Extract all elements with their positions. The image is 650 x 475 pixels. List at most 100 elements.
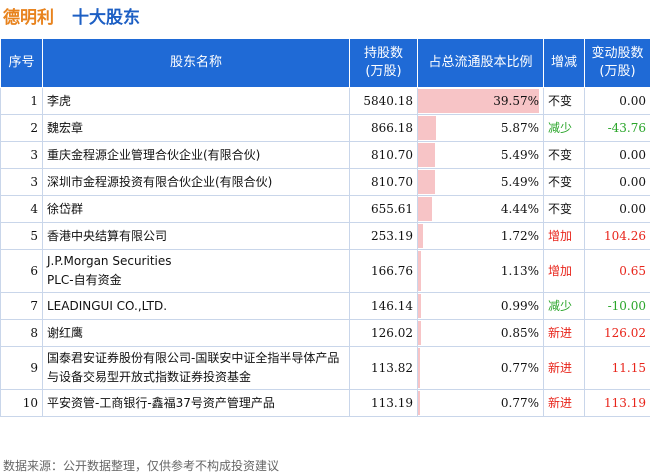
table-row: 3 深圳市金程源投资有限合伙企业(有限合伙) 810.70 5.49% 不变 0.00 (0, 168, 650, 196)
row-change: -43.76 (584, 114, 650, 142)
row-ratio: 1.13% (417, 249, 544, 293)
ratio-value: 39.57% (493, 93, 539, 108)
row-holder-name: LEADINGUI CO.,LTD. (42, 292, 350, 320)
table-row: 1 李虎 5840.18 39.57% 不变 0.00 (0, 87, 650, 115)
row-status: 新进 (543, 346, 585, 390)
row-holder-name: 重庆金程源企业管理合伙企业(有限合伙) (42, 141, 350, 169)
row-rank: 9 (0, 346, 43, 390)
row-ratio: 4.44% (417, 195, 544, 223)
row-change: 0.65 (584, 249, 650, 293)
row-shares: 866.18 (349, 114, 418, 142)
row-shares: 146.14 (349, 292, 418, 320)
ratio-bar (418, 321, 421, 345)
row-rank: 6 (0, 249, 43, 293)
status-badge: 新进 (548, 395, 573, 410)
row-status: 新进 (543, 389, 585, 417)
change-value: 0.00 (619, 201, 646, 216)
header-status: 增减 (543, 38, 585, 88)
status-badge: 不变 (548, 147, 573, 162)
row-shares: 253.19 (349, 222, 418, 250)
status-badge: 增加 (548, 228, 573, 243)
row-holder-name: 深圳市金程源投资有限合伙企业(有限合伙) (42, 168, 350, 196)
status-badge: 不变 (548, 201, 573, 216)
row-rank: 7 (0, 292, 43, 320)
ratio-value: 5.49% (500, 174, 539, 189)
ratio-bar (418, 197, 432, 221)
row-ratio: 1.72% (417, 222, 544, 250)
row-ratio: 0.77% (417, 346, 544, 390)
row-holder-name: 香港中央结算有限公司 (42, 222, 350, 250)
header-ratio: 占总流通股本比例 (417, 38, 544, 88)
row-shares: 126.02 (349, 319, 418, 347)
ratio-value: 0.77% (500, 360, 539, 375)
row-status: 不变 (543, 141, 585, 169)
ratio-bar (418, 294, 422, 318)
ratio-bar (418, 348, 421, 388)
row-change: 126.02 (584, 319, 650, 347)
table-row: 4 徐岱群 655.61 4.44% 不变 0.00 (0, 195, 650, 223)
table-row: 2 魏宏章 866.18 5.87% 减少 -43.76 (0, 114, 650, 142)
status-badge: 减少 (548, 120, 573, 135)
row-shares: 810.70 (349, 168, 418, 196)
row-ratio: 39.57% (417, 87, 544, 115)
table-row: 8 谢红鹰 126.02 0.85% 新进 126.02 (0, 319, 650, 347)
row-holder-name: 李虎 (42, 87, 350, 115)
row-rank: 8 (0, 319, 43, 347)
row-holder-name: 谢红鹰 (42, 319, 350, 347)
ratio-value: 4.44% (500, 201, 539, 216)
row-status: 不变 (543, 87, 585, 115)
table-body: 1 李虎 5840.18 39.57% 不变 0.00 2 魏宏章 866.18 5.87% 减少 -… (0, 87, 650, 417)
ratio-bar (418, 116, 436, 140)
change-value: 104.26 (604, 228, 646, 243)
table-row: 7 LEADINGUI CO.,LTD. 146.14 0.99% 减少 -10.00 (0, 292, 650, 320)
ratio-bar (418, 224, 424, 248)
row-ratio: 0.99% (417, 292, 544, 320)
status-badge: 新进 (548, 325, 573, 340)
change-value: -43.76 (607, 120, 646, 135)
row-holder-name: 魏宏章 (42, 114, 350, 142)
ratio-value: 5.87% (500, 120, 539, 135)
row-shares: 113.82 (349, 346, 418, 390)
row-rank: 5 (0, 222, 43, 250)
row-status: 增加 (543, 222, 585, 250)
ratio-bar (418, 170, 435, 194)
row-change: 0.00 (584, 195, 650, 223)
change-value: 0.00 (619, 174, 646, 189)
change-value: 11.15 (611, 360, 646, 375)
row-change: 11.15 (584, 346, 650, 390)
header-rank: 序号 (0, 38, 43, 88)
row-ratio: 0.77% (417, 389, 544, 417)
row-shares: 113.19 (349, 389, 418, 417)
ratio-value: 1.13% (500, 263, 539, 278)
row-holder-name: 国泰君安证券股份有限公司-国联安中证全指半导体产品与设备交易型开放式指数证券投资… (42, 346, 350, 390)
change-value: 0.00 (619, 147, 646, 162)
row-status: 增加 (543, 249, 585, 293)
row-shares: 810.70 (349, 141, 418, 169)
row-shares: 166.76 (349, 249, 418, 293)
shareholders-table: 序号 股东名称 持股数 (万股) 占总流通股本比例 增减 变动股数 (万股) 1… (0, 38, 650, 417)
status-badge: 增加 (548, 263, 573, 278)
row-change: 0.00 (584, 87, 650, 115)
ratio-bar (418, 89, 539, 113)
status-badge: 不变 (548, 174, 573, 189)
status-badge: 不变 (548, 93, 573, 108)
row-change: 104.26 (584, 222, 650, 250)
row-status: 新进 (543, 319, 585, 347)
row-change: 0.00 (584, 168, 650, 196)
row-change: 113.19 (584, 389, 650, 417)
row-change: 0.00 (584, 141, 650, 169)
table-row: 5 香港中央结算有限公司 253.19 1.72% 增加 104.26 (0, 222, 650, 250)
table-row: 6 J.P.Morgan Securities PLC-自有资金 166.76 1.1… (0, 249, 650, 293)
change-value: 126.02 (604, 325, 646, 340)
data-source-note: 数据来源：公开数据整理，仅供参考不构成投资建议 (3, 459, 280, 473)
ratio-bar (418, 251, 422, 291)
row-rank: 1 (0, 87, 43, 115)
ratio-bar (418, 391, 421, 415)
ratio-value: 0.99% (500, 298, 539, 313)
row-shares: 655.61 (349, 195, 418, 223)
table-row: 9 国泰君安证券股份有限公司-国联安中证全指半导体产品与设备交易型开放式指数证券投… (0, 346, 650, 390)
row-status: 减少 (543, 292, 585, 320)
company-name: 德明利 (3, 8, 54, 28)
header-change: 变动股数 (万股) (584, 38, 650, 88)
row-shares: 5840.18 (349, 87, 418, 115)
